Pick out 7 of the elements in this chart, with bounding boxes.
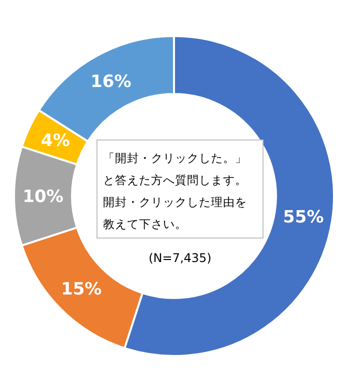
data-label: 10%: [22, 186, 64, 207]
text: 「開封・クリックした。」と答えた方へ質問します。開封・クリックした理由を教えて下さい。: [103, 151, 247, 231]
text: (N=7,435): [148, 251, 212, 265]
data-label: 15%: [61, 280, 102, 300]
data-label: 4%: [41, 131, 70, 152]
data-label: 55%: [283, 207, 324, 228]
data-label: 16%: [90, 72, 132, 92]
